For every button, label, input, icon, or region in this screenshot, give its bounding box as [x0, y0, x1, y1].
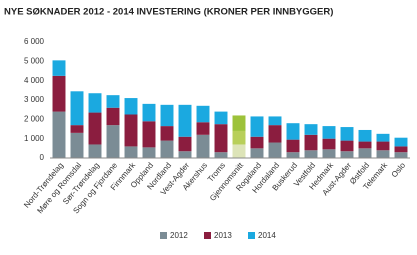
y-tick-label: 2 000: [24, 114, 45, 123]
bar-segment: [178, 136, 192, 152]
bar-segment: [358, 148, 372, 158]
bar-segment: [160, 104, 174, 127]
bar-segment: [376, 150, 390, 158]
legend-swatch: [204, 232, 211, 239]
bar-segment: [52, 75, 66, 112]
bar-segment: [124, 146, 138, 158]
bar-segment: [88, 144, 102, 158]
bar-segment: [250, 116, 264, 137]
y-tick-label: 3 000: [24, 95, 45, 104]
bar-segment: [142, 147, 156, 158]
x-tick-label: Oslo: [390, 160, 408, 179]
bar-segment: [70, 132, 84, 158]
bar-segment: [232, 115, 246, 131]
bar-segment: [304, 150, 318, 158]
bar-segment: [214, 152, 228, 158]
bar-segment: [52, 60, 66, 76]
bar-segment: [196, 105, 210, 123]
bar-segment: [340, 127, 354, 141]
legend-swatch: [160, 232, 167, 239]
bar-segment: [232, 130, 246, 145]
bar-segment: [88, 112, 102, 145]
bar-segment: [196, 134, 210, 158]
y-tick-label: 6 000: [24, 37, 45, 46]
bar-segment: [178, 104, 192, 137]
bar-segment: [286, 152, 300, 158]
bar-segment: [214, 111, 228, 125]
bar-segment: [250, 148, 264, 158]
bar-segment: [70, 125, 84, 133]
legend-swatch: [248, 232, 255, 239]
bar-segment: [304, 124, 318, 135]
bar-segment: [394, 137, 408, 147]
bar-segment: [124, 114, 138, 147]
chart-title: NYE SØKNADER 2012 - 2014 INVESTERING (KR…: [4, 7, 333, 18]
bar-segment: [70, 91, 84, 126]
bar-segment: [52, 111, 66, 158]
bar-segment: [304, 134, 318, 151]
bar-segment: [358, 129, 372, 142]
bar-segment: [106, 95, 120, 108]
bar-segment: [232, 144, 246, 158]
bar-segment: [394, 152, 408, 158]
y-tick-label: 0: [40, 153, 45, 162]
bar-segment: [196, 122, 210, 135]
bar-segment: [340, 140, 354, 152]
y-tick-label: 4 000: [24, 76, 45, 85]
y-tick-label: 1 000: [24, 134, 45, 143]
bar-segment: [376, 133, 390, 142]
bar-segment: [322, 149, 336, 158]
bar-segment: [268, 125, 282, 143]
bar-segment: [340, 151, 354, 158]
bar-segment: [106, 107, 120, 126]
bar-segment: [358, 141, 372, 149]
bar-segment: [250, 136, 264, 149]
bar-segment: [286, 123, 300, 140]
bar-segment: [106, 125, 120, 158]
y-tick-label: 5 000: [24, 56, 45, 65]
legend-label: 2013: [214, 231, 232, 240]
bar-segment: [178, 151, 192, 158]
bar-segment: [286, 139, 300, 153]
bar-segment: [142, 121, 156, 148]
bar-segment: [394, 146, 408, 153]
legend-label: 2012: [170, 231, 188, 240]
bar-segment: [88, 93, 102, 113]
bar-segment: [142, 103, 156, 122]
bar-segment: [268, 142, 282, 158]
bar-segment: [322, 138, 336, 150]
bar-segment: [376, 141, 390, 151]
bar-segment: [124, 98, 138, 115]
bar-segment: [160, 140, 174, 158]
bar-segment: [268, 116, 282, 126]
bar-segment: [214, 124, 228, 153]
bar-segment: [160, 126, 174, 141]
bar-segment: [322, 126, 336, 139]
legend-label: 2014: [258, 231, 276, 240]
